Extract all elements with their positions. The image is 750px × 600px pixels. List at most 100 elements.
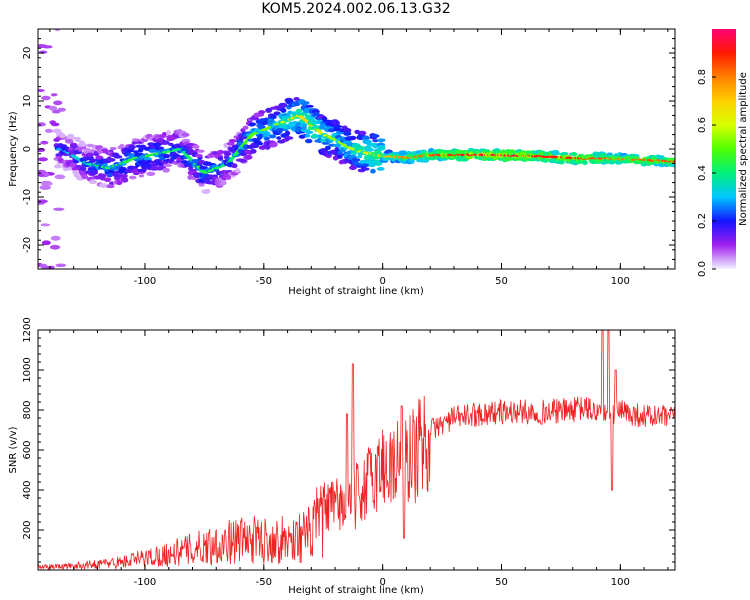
spectrogram-cell	[228, 139, 237, 143]
spectrogram-cell	[356, 146, 365, 151]
spectrogram-cell	[280, 108, 287, 113]
spectrogram-cell	[84, 147, 92, 153]
spectrogram-cell	[89, 158, 98, 163]
spectrogram-cell	[268, 134, 277, 139]
spectrogram-cell	[199, 165, 208, 170]
spectrogram-cell	[162, 140, 170, 145]
spectrogram-cell	[196, 149, 205, 153]
spectrogram-cell	[181, 160, 188, 164]
colorbar-label: Normalized spectral amplitude	[738, 72, 749, 226]
spectrogram-cell	[257, 142, 264, 146]
spectrogram-x-tick-label: 50	[495, 276, 508, 287]
spectrogram-noise-blob	[41, 182, 53, 186]
spectrogram-cell	[285, 136, 294, 140]
spectrogram-cell	[157, 146, 165, 150]
spectrogram-y-tick-label: -10	[22, 189, 33, 205]
spectrogram-cell	[59, 133, 66, 139]
spectrogram-noise-blob	[38, 157, 48, 162]
spectrogram-cell	[295, 108, 303, 113]
spectrogram-noise-blob	[40, 223, 51, 227]
spectrogram-x-tick-label: 100	[611, 276, 630, 287]
spectrogram-cell	[368, 162, 376, 168]
spectrogram-noise-blob	[50, 93, 58, 97]
spectrogram-cell	[324, 145, 331, 151]
spectrogram-cell	[198, 183, 205, 187]
spectrogram-y-tick-label: 20	[22, 47, 33, 60]
spectrogram-cell	[74, 137, 81, 142]
snr-series-line	[38, 330, 675, 570]
spectrogram-cell	[72, 170, 81, 175]
spectrogram-cell	[162, 167, 170, 173]
spectrogram-cell	[234, 167, 240, 173]
spectrogram-y-axis-label: Frequency (Hz)	[8, 111, 19, 187]
spectrogram-cell	[109, 146, 117, 151]
spectrogram-cell	[67, 166, 73, 171]
snr-y-axis-label: SNR (v/v)	[8, 426, 19, 473]
spectrogram-cell	[376, 167, 385, 171]
spectrogram-cell	[64, 138, 74, 144]
spectrogram-cell	[220, 180, 227, 186]
snr-y-tick-label: 200	[22, 520, 33, 539]
snr-y-tick-label: 600	[22, 440, 33, 459]
spectrogram-noise-blob	[41, 95, 51, 101]
spectrogram-cell	[88, 179, 97, 185]
spectrogram-cell	[95, 155, 104, 160]
spectrogram-cell	[53, 138, 60, 142]
spectrogram-cell	[348, 165, 357, 171]
spectrogram-cell	[258, 110, 266, 114]
spectrogram-cell	[237, 148, 244, 154]
spectrogram-cell	[242, 125, 249, 130]
spectrogram-cell	[270, 114, 277, 120]
spectrogram-cell	[360, 167, 370, 171]
spectrogram-noise-blob	[50, 235, 61, 241]
snr-y-tick-label: 1200	[22, 317, 33, 342]
spectrogram-cell	[571, 151, 578, 157]
colorbar-gradient	[712, 29, 736, 269]
spectrogram-cell	[187, 174, 193, 180]
spectrogram-cell	[81, 174, 89, 180]
spectrogram-noise-blob	[49, 244, 61, 250]
spectrogram-cell	[275, 128, 284, 132]
spectrogram-cell	[163, 163, 173, 168]
colorbar-tick-label: 0.0	[697, 261, 708, 277]
spectrogram-cell	[80, 166, 87, 171]
spectrogram-cell	[143, 157, 153, 161]
spectrogram-cell	[377, 146, 386, 151]
spectrogram-cell	[582, 160, 588, 166]
spectrogram-cell	[560, 151, 569, 156]
spectrogram-cell	[301, 101, 310, 105]
spectrogram-cell	[79, 143, 88, 147]
spectrogram-cell	[69, 162, 78, 168]
spectrogram-cell	[301, 125, 307, 131]
spectrogram-cell	[92, 169, 98, 175]
snr-y-tick-label: 800	[22, 400, 33, 419]
spectrogram-cell	[86, 152, 94, 157]
spectrogram-ridge-cell	[672, 160, 675, 163]
spectrogram-x-tick-label: -50	[256, 276, 272, 287]
spectrogram-noise-blob	[54, 29, 61, 32]
spectrogram-y-tick-label: 10	[22, 95, 33, 108]
spectrogram-noise-blob	[44, 128, 54, 134]
spectrogram-cell	[231, 163, 238, 169]
spectrogram-cell	[107, 173, 113, 177]
spectrogram-noise-blob	[55, 263, 67, 268]
spectrogram-cell	[362, 135, 370, 140]
spectrogram-cell	[334, 121, 340, 126]
snr-x-tick-label: 0	[379, 577, 385, 588]
spectrogram-cell	[138, 174, 145, 178]
spectrogram-cell	[370, 168, 376, 174]
spectrogram-cell	[194, 174, 201, 179]
spectrogram-cell	[260, 121, 269, 126]
spectrogram-cell	[351, 158, 361, 162]
spectrogram-cell	[349, 135, 357, 141]
snr-frame	[37, 329, 676, 571]
spectrogram-noise-blob	[39, 263, 48, 268]
spectrogram-cell	[366, 148, 374, 152]
spectrogram-cell	[192, 144, 200, 149]
spectrogram-cell	[398, 150, 408, 156]
spectrogram-cell	[264, 144, 271, 150]
spectrogram-cell	[313, 111, 320, 117]
colorbar-tick-label: 0.4	[697, 165, 708, 181]
spectrogram-cell	[558, 159, 565, 165]
